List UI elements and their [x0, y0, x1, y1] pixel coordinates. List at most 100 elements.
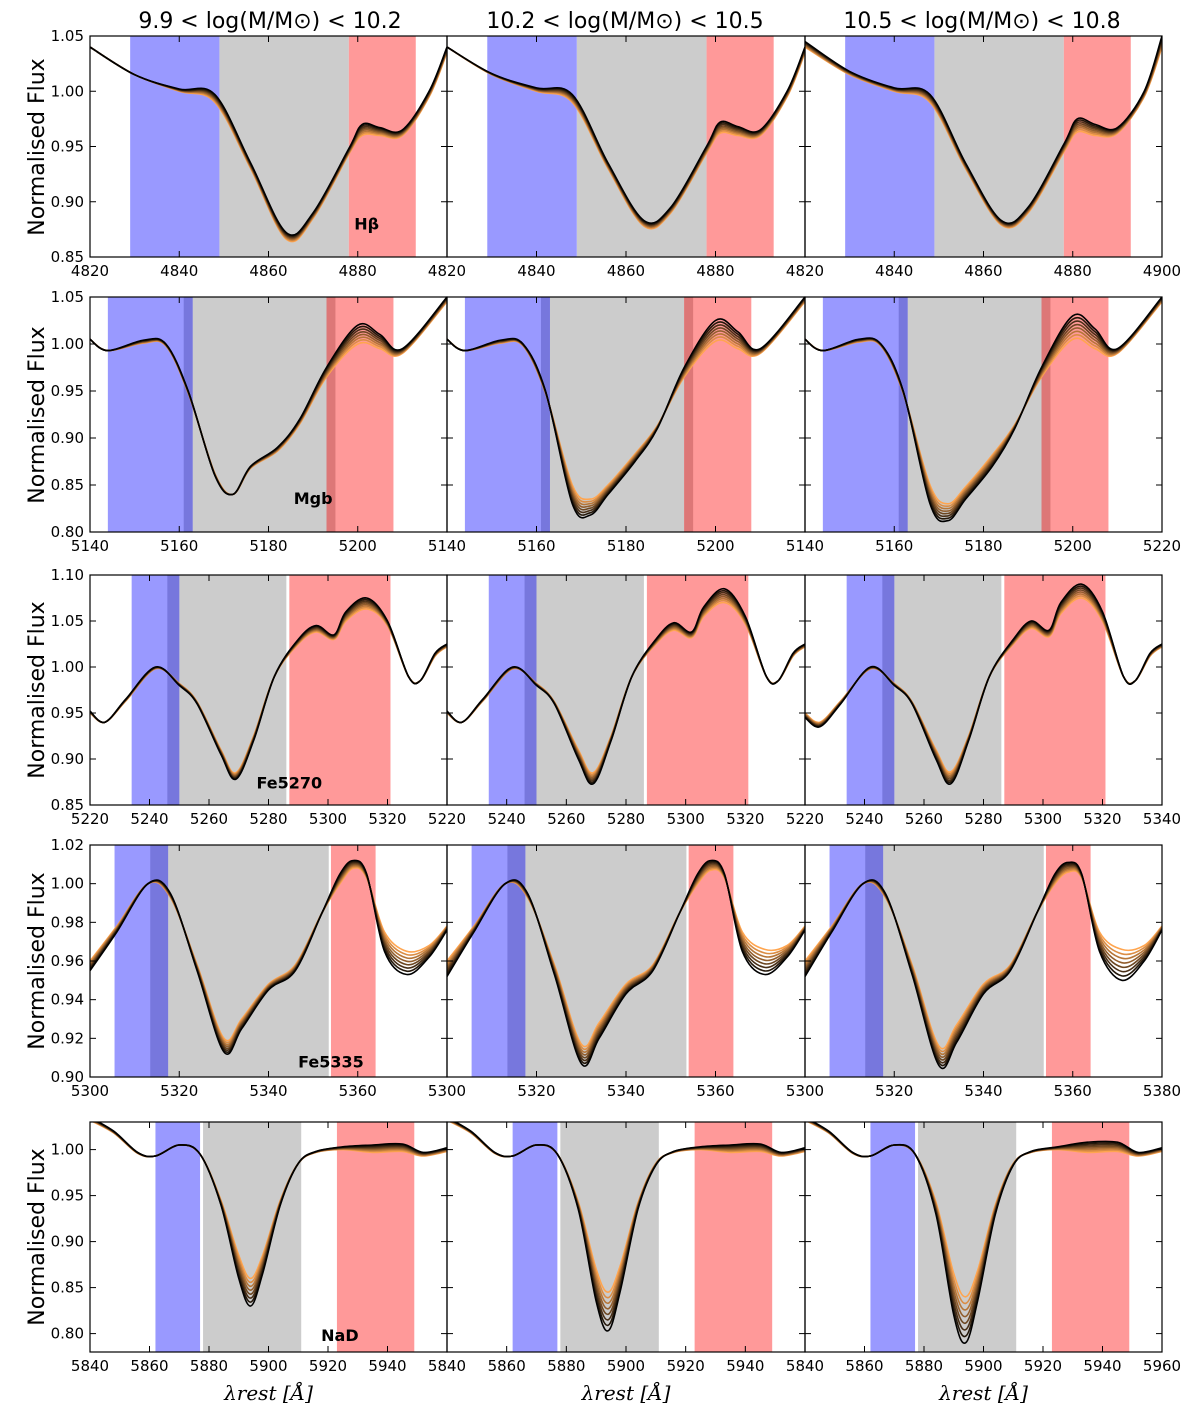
panel-Fe5335-1: 5300 5320 5340 5360 0.90 0.92 0.94 0.96 0.98 1.00…: [51, 836, 448, 1100]
red-continuum-band: [694, 1122, 773, 1352]
x-tick-label: 5160: [517, 537, 555, 555]
y-tick-label: 0.85: [51, 796, 84, 814]
y-tick-label: 1.00: [51, 875, 84, 893]
panel-Fe5335-3: 5300 5320 5340 5360 5380: [786, 844, 1181, 1100]
x-axis-label: λrest [Å]: [581, 1380, 671, 1405]
panel-Fe5270-1: 5220 5240 5260 5280 5300 5320 0.85 0.90 0.95 1.00…: [51, 566, 448, 828]
blue-continuum-band: [870, 1122, 916, 1352]
y-tick-label: 0.90: [51, 750, 84, 768]
index-band: [219, 36, 349, 257]
x-tick-label: 4860: [249, 262, 287, 280]
blue-band-overlap: [167, 575, 180, 805]
panel-Mgb-2: 5140 5160 5180 5200: [428, 296, 806, 555]
x-tick-label: 5360: [1054, 1082, 1092, 1100]
x-tick-label: 5340: [1143, 810, 1181, 828]
blue-band-overlap: [882, 575, 895, 805]
blue-band-overlap: [865, 845, 884, 1077]
red-continuum-band: [1004, 575, 1106, 805]
x-tick-label: 4880: [339, 262, 377, 280]
y-tick-label: 0.92: [51, 1029, 84, 1047]
x-tick-label: 4840: [517, 262, 555, 280]
x-tick-label: 4880: [1054, 262, 1092, 280]
y-tick-label: 0.90: [51, 1068, 84, 1086]
spectrum-line: [811, 1122, 1162, 1344]
index-label: Fe5335: [298, 1052, 364, 1071]
red-continuum-band: [706, 36, 774, 257]
panel-NaD-3: 5840 5860 5880 5900 5920 5940 5960 λrest [Å]: [786, 1121, 1181, 1405]
x-tick-label: 5320: [726, 810, 764, 828]
blue-continuum-band: [487, 36, 577, 257]
x-tick-label: 5180: [964, 537, 1002, 555]
y-tick-label: 0.95: [51, 138, 84, 156]
blue-band-overlap: [524, 575, 537, 805]
panel-grid: Normalised Flux 4820 4840 4860 4880 0.85 0.90 0…: [25, 27, 1181, 1405]
blue-band-overlap: [540, 297, 550, 532]
x-axis-label: λrest [Å]: [223, 1380, 313, 1405]
y-tick-label: 0.85: [51, 476, 84, 494]
x-tick-label: 4900: [1143, 262, 1181, 280]
red-band-overlap: [326, 297, 336, 532]
x-tick-label: 5300: [428, 1082, 466, 1100]
x-tick-label: 4860: [607, 262, 645, 280]
index-label: NaD: [321, 1326, 358, 1345]
y-axis-label: Normalised Flux: [25, 58, 50, 235]
blue-continuum-band: [107, 297, 193, 532]
x-tick-label: 5160: [875, 537, 913, 555]
panel-Hβ-2: 4820 4840 4860 4880: [428, 35, 806, 280]
y-tick-label: 1.00: [51, 658, 84, 676]
row-Fe5270: Normalised Flux 5220 5240 5260 5280 5300 5320 0…: [25, 566, 1181, 828]
red-band-overlap: [684, 297, 694, 532]
x-tick-label: 5140: [428, 537, 466, 555]
index-band: [183, 297, 336, 532]
y-tick-label: 0.95: [51, 1187, 84, 1205]
spectrum-line: [90, 859, 447, 1055]
red-continuum-band: [1051, 1122, 1130, 1352]
blue-continuum-band: [512, 1122, 558, 1352]
x-tick-label: 4820: [428, 262, 466, 280]
x-tick-label: 5300: [786, 1082, 824, 1100]
x-tick-label: 5260: [190, 810, 228, 828]
x-tick-label: 5880: [905, 1357, 943, 1375]
x-tick-label: 5900: [249, 1357, 287, 1375]
blue-continuum-band: [155, 1122, 201, 1352]
x-tick-label: 5280: [607, 810, 645, 828]
y-tick-label: 0.96: [51, 952, 84, 970]
y-tick-label: 0.80: [51, 523, 84, 541]
x-tick-label: 5840: [786, 1357, 824, 1375]
y-tick-label: 1.02: [51, 836, 84, 854]
y-tick-label: 1.05: [51, 288, 84, 306]
x-tick-label: 5300: [667, 810, 705, 828]
blue-band-overlap: [183, 297, 193, 532]
y-tick-label: 0.85: [51, 1279, 84, 1297]
row-NaD: Normalised Flux 5840 5860 5880 5900 5920 5940 0…: [25, 1121, 1181, 1405]
x-tick-label: 5940: [368, 1357, 406, 1375]
x-tick-label: 5240: [845, 810, 883, 828]
index-band: [918, 1122, 1017, 1352]
y-tick-label: 0.90: [51, 1233, 84, 1251]
x-tick-label: 5860: [130, 1357, 168, 1375]
x-tick-label: 5140: [786, 537, 824, 555]
index-band: [540, 297, 694, 532]
x-tick-label: 5940: [1083, 1357, 1121, 1375]
index-label: Mgb: [294, 489, 333, 508]
x-tick-label: 5860: [488, 1357, 526, 1375]
y-axis-label: Normalised Flux: [25, 1148, 50, 1325]
x-tick-label: 5320: [875, 1082, 913, 1100]
y-tick-label: 0.94: [51, 991, 84, 1009]
y-tick-label: 1.10: [51, 566, 84, 584]
x-tick-label: 5840: [428, 1357, 466, 1375]
spectrum-line: [447, 46, 805, 225]
index-band: [203, 1122, 302, 1352]
x-tick-label: 5240: [488, 810, 526, 828]
y-tick-label: 0.90: [51, 193, 84, 211]
spectrum-line: [805, 583, 1162, 785]
x-tick-label: 5900: [964, 1357, 1002, 1375]
x-tick-label: 5880: [547, 1357, 585, 1375]
panel-Mgb-3: 5140 5160 5180 5200 5220: [786, 296, 1181, 555]
x-tick-label: 5940: [726, 1357, 764, 1375]
y-tick-label: 0.90: [51, 429, 84, 447]
red-continuum-band: [684, 297, 752, 532]
spectrum-line: [453, 1122, 805, 1332]
x-tick-label: 4880: [696, 262, 734, 280]
red-continuum-band: [1063, 36, 1131, 257]
